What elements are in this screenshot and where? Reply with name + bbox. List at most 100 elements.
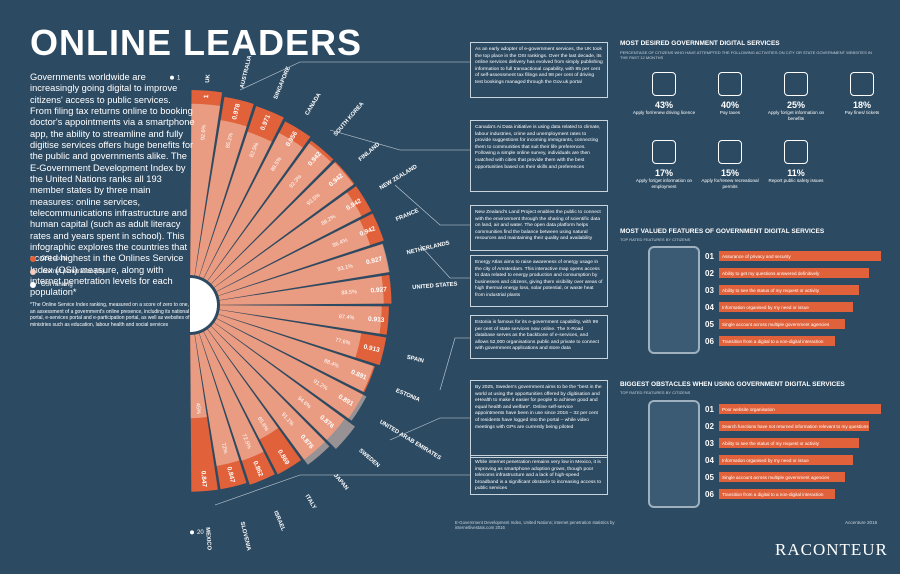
text-panel: Estonia is famous for its e-government c…: [470, 315, 608, 359]
service-value: 43%: [654, 100, 673, 110]
rank-number: 05: [705, 319, 714, 329]
leader-line: [239, 61, 470, 91]
country-label: ITALY: [304, 494, 317, 511]
source: E-Government Development Index, United N…: [455, 520, 615, 530]
penetration-bar: [199, 331, 264, 461]
legend-item: OSI score: [30, 256, 68, 262]
service-item: 43% Apply for/renew driving licence: [632, 72, 696, 116]
rank-number: 04: [705, 455, 714, 465]
legend-label: OSI score: [41, 256, 68, 262]
service-icon: [652, 140, 676, 164]
penetration-bar: [219, 276, 384, 305]
penetration-bar: [216, 219, 371, 296]
title: ONLINE LEADERS: [30, 22, 363, 63]
legend-label: OSI ranking: [41, 282, 73, 288]
leader-line: [389, 417, 470, 441]
legend-swatch: [30, 282, 36, 288]
penetration-label: 77.6%: [334, 337, 351, 347]
section-subtitle: PERCENTAGE OF CITIZENS WHO HAVE ATTEMPTE…: [620, 50, 872, 61]
osi-label: 0.927: [365, 256, 383, 267]
section-title: MOST VALUED FEATURES OF GOVERNMENT DIGIT…: [620, 228, 825, 235]
osi-label: 0.913: [368, 316, 385, 324]
service-item: 25% Apply for/get information on benefits: [764, 72, 828, 121]
rank-bar: Poor website organisation: [719, 404, 881, 414]
service-icon: [784, 72, 808, 96]
text-panel: Energy Atlas aims to raise awareness of …: [470, 255, 608, 307]
service-label: Report public safety issues: [768, 178, 824, 183]
penetration-bar: [219, 305, 382, 334]
rank-bar: Assurance of privacy and security: [719, 251, 881, 261]
penetration-label: 88.5%: [341, 289, 357, 296]
legend-swatch: [30, 269, 36, 275]
rank-bar: Transition from a digital to a non-digit…: [719, 336, 835, 346]
rank-number: 01: [705, 251, 714, 261]
penetration-label: 92.6%: [200, 124, 207, 140]
osi-label: 0.913: [363, 344, 381, 355]
service-value: 25%: [786, 100, 805, 110]
rank-number: 05: [705, 472, 714, 482]
country-label: SLOVENIA: [239, 521, 252, 552]
country-label: CANADA: [304, 91, 323, 116]
service-value: 15%: [720, 168, 739, 178]
penetration-bar: [211, 322, 356, 449]
legend-label: Internet penetration (%): [41, 269, 105, 275]
penetration-bar: [203, 133, 303, 281]
country-label: FRANCE: [395, 208, 420, 223]
rank-bar: Single account across multiple governmen…: [719, 472, 845, 482]
ranked-row: 06 Transition from a digital to a non-dig…: [705, 488, 835, 500]
penetration-label: 82.5%: [249, 142, 261, 159]
service-value: 17%: [654, 168, 673, 178]
country-label: SWEDEN: [357, 448, 380, 469]
country-label: SINGAPORE: [273, 66, 292, 101]
rank-bar: Ability to see the status of my request …: [719, 438, 859, 448]
service-label: Apply for/get information on employment: [635, 178, 693, 189]
rank-bar: Ability to see the status of my request …: [719, 285, 859, 295]
ranked-row: 03 Ability to see the status of my reques…: [705, 284, 859, 296]
ranked-row: 04 Information organised by my need or is…: [705, 454, 853, 466]
service-item: 40% Pay taxes: [698, 72, 762, 116]
rank-bar: Single account across multiple governmen…: [719, 319, 845, 329]
phone-illustration: [648, 246, 700, 354]
penetration-label: 72%: [220, 442, 228, 454]
service-label: Apply for/get information on benefits: [767, 110, 825, 121]
service-value: 18%: [852, 100, 871, 110]
rank-dot: [190, 530, 194, 535]
country-label: UNITED ARAB EMIRATES: [378, 419, 442, 461]
rank-number: 03: [705, 438, 714, 448]
penetration-bar: [199, 131, 272, 279]
rank-label: 20: [197, 530, 204, 536]
leader-line: [329, 129, 470, 151]
penetration-label: 93.1%: [337, 263, 354, 273]
country-label: ESTONIA: [395, 388, 422, 404]
service-label: Pay fines/ tickets: [844, 110, 880, 115]
rank-dot: [170, 75, 174, 80]
ranked-row: 01 Poor website organisation: [705, 403, 881, 415]
section-subtitle: TOP RATED FEATURES BY CITIZENS: [620, 390, 691, 395]
ranked-row: 05 Single account across multiple governm…: [705, 471, 845, 483]
penetration-bar: [211, 162, 354, 288]
leader-line: [439, 337, 470, 391]
rank-number: 01: [705, 404, 714, 414]
service-value: 11%: [787, 168, 805, 178]
rank-label: 1: [177, 75, 181, 81]
penetration-bar: [218, 243, 390, 301]
osi-label: 0.978: [231, 103, 242, 121]
penetration-bar: [218, 309, 362, 358]
service-label: Pay taxes: [719, 110, 741, 115]
osi-label: 0.847: [199, 471, 207, 488]
country-label: ISRAEL: [272, 510, 286, 532]
legend-item: OSI ranking: [30, 282, 73, 288]
penetration-bar: [214, 318, 367, 421]
rank-number: 06: [705, 489, 714, 499]
rank-number: 06: [705, 336, 714, 346]
rank-bar: Search functions have not returned infor…: [719, 421, 869, 431]
intro: Governments worldwide are increasingly g…: [30, 72, 195, 298]
phone-illustration: [648, 400, 700, 508]
penetration-label: 88.4%: [323, 358, 340, 370]
rank-number: 02: [705, 268, 714, 278]
ranked-row: 04 Information organised by my need or is…: [705, 301, 853, 313]
penetration-bar: [207, 326, 330, 465]
penetration-bar: [214, 192, 362, 292]
